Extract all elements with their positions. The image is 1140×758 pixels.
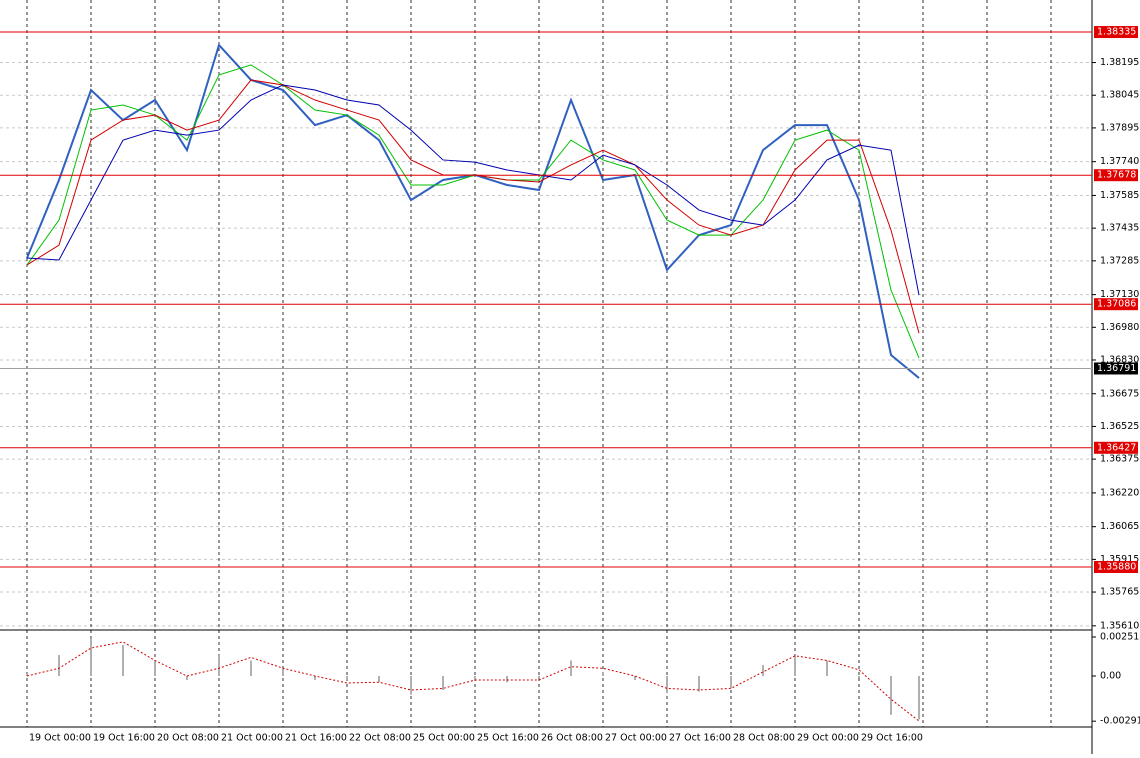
x-tick-label-bg — [476, 729, 538, 751]
y-tick-label: 1.37740 — [1100, 156, 1139, 167]
x-tick-label: 22 Oct 08:00 — [349, 733, 411, 744]
y-tick-label: 0.002512 — [1100, 631, 1140, 642]
y-tick-label: 1.36220 — [1100, 487, 1139, 498]
y-tick-label: 1.37585 — [1100, 190, 1139, 201]
x-tick-label: 20 Oct 08:00 — [157, 733, 219, 744]
level-label: 1.37086 — [1097, 299, 1136, 310]
level-label-bg — [1094, 298, 1138, 311]
y-tick-label: 1.36675 — [1100, 388, 1139, 399]
level-label-bg — [1094, 560, 1138, 573]
x-tick-label-bg — [284, 729, 346, 751]
x-tick-label: 25 Oct 00:00 — [413, 733, 475, 744]
x-tick-label-bg — [156, 729, 218, 751]
y-tick-label: 1.35610 — [1100, 620, 1139, 631]
y-tick-label: 1.37895 — [1100, 122, 1139, 133]
x-tick-label-bg — [668, 729, 730, 751]
x-tick-label: 21 Oct 16:00 — [285, 733, 347, 744]
x-tick-label: 27 Oct 16:00 — [669, 733, 731, 744]
x-tick-label-bg — [28, 729, 90, 751]
level-label: 1.37678 — [1097, 170, 1136, 181]
y-tick-label: 1.36980 — [1100, 322, 1139, 333]
x-tick-label: 29 Oct 00:00 — [797, 733, 859, 744]
x-tick-label-bg — [540, 729, 602, 751]
y-tick-label: 1.36065 — [1100, 521, 1139, 532]
x-tick-label-bg — [348, 729, 410, 751]
level-label-bg — [1094, 26, 1138, 39]
x-tick-label: 19 Oct 16:00 — [93, 733, 155, 744]
y-tick-label: 0.00 — [1100, 671, 1121, 682]
x-tick-label-bg — [604, 729, 666, 751]
level-label: 1.36427 — [1097, 442, 1136, 453]
y-tick-label: 1.36375 — [1100, 454, 1139, 465]
y-tick-label: 1.36525 — [1100, 421, 1139, 432]
level-label-bg — [1094, 169, 1138, 182]
last-price-bg — [1094, 362, 1138, 375]
y-tick-label: 1.36830 — [1100, 354, 1139, 365]
y-tick-label: -0.00291 — [1100, 716, 1140, 727]
price-line — [26, 84, 920, 296]
x-tick-label: 19 Oct 00:00 — [29, 733, 91, 744]
y-tick-label: 1.35765 — [1100, 587, 1139, 598]
x-tick-label-bg — [796, 729, 858, 751]
y-tick-label: 1.37285 — [1100, 255, 1139, 266]
x-tick-label-bg — [220, 729, 282, 751]
x-tick-label-bg — [92, 729, 154, 751]
x-tick-label-bg — [860, 729, 922, 751]
x-tick-label-bg — [0, 729, 26, 751]
level-label: 1.38335 — [1097, 27, 1136, 38]
x-tick-label: 21 Oct 00:00 — [221, 733, 283, 744]
x-tick-label-bg — [412, 729, 474, 751]
level-label: 1.35880 — [1097, 561, 1136, 572]
signal-line — [26, 641, 920, 722]
level-label-bg — [1094, 441, 1138, 454]
x-tick-label: 28 Oct 08:00 — [733, 733, 795, 744]
x-tick-label: 26 Oct 08:00 — [541, 733, 603, 744]
y-tick-label: 1.38045 — [1100, 90, 1139, 101]
x-tick-label: 25 Oct 16:00 — [477, 733, 539, 744]
y-tick-label: 1.38195 — [1100, 57, 1139, 68]
x-tick-label: 27 Oct 00:00 — [605, 733, 667, 744]
y-tick-label: 1.35915 — [1100, 554, 1139, 565]
y-tick-label: 1.37130 — [1100, 289, 1139, 300]
x-tick-label: 29 Oct 16:00 — [861, 733, 923, 744]
last-price-label: 1.36791 — [1097, 363, 1136, 374]
y-tick-label: 1.37435 — [1100, 223, 1139, 234]
x-tick-label-bg — [732, 729, 794, 751]
